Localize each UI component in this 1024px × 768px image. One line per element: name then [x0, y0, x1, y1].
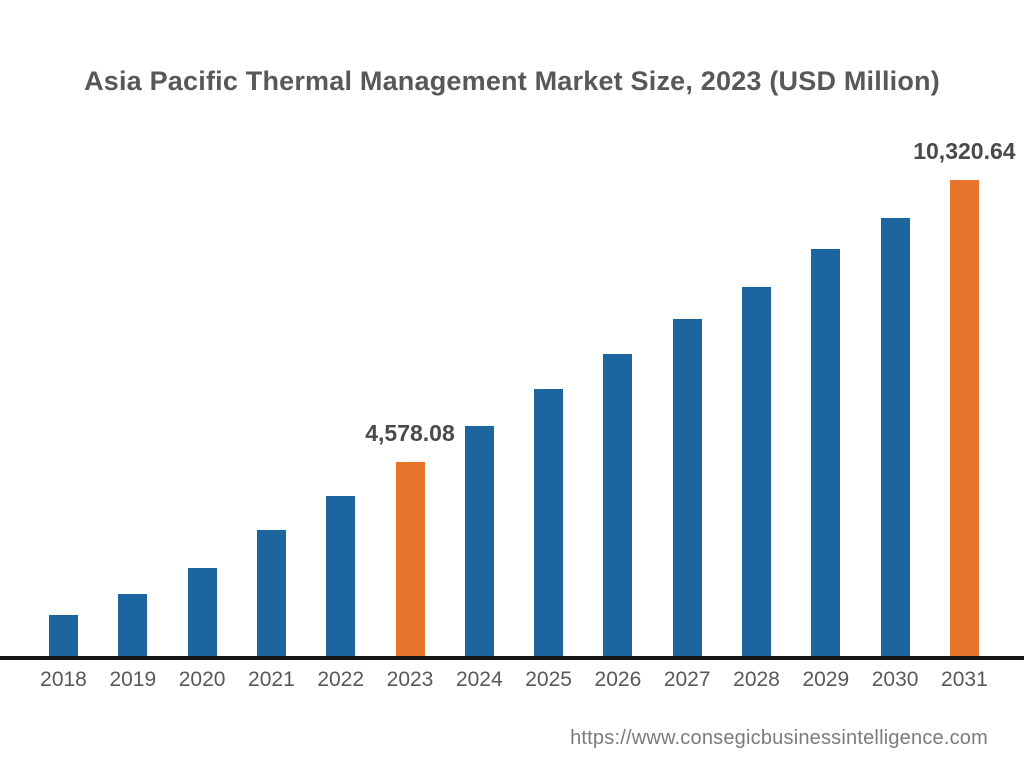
bar-2024 [464, 426, 494, 656]
x-tick-label-2029: 2029 [802, 668, 850, 691]
bar-2020 [187, 568, 217, 656]
value-label-2031: 10,320.64 [913, 138, 1016, 164]
x-tick-label-2031: 2031 [941, 668, 988, 691]
bar-2027 [672, 319, 702, 656]
source-url-text: https://www.consegicbusinessintelligence… [570, 727, 988, 749]
bar-2028 [742, 287, 771, 656]
bar-2018 [49, 615, 78, 656]
x-tick-label-2027: 2027 [663, 668, 711, 691]
x-tick-label-2026: 2026 [594, 668, 642, 691]
x-tick-label-2018: 2018 [40, 668, 87, 691]
bar-2025 [534, 389, 564, 656]
bar-2029 [811, 249, 841, 656]
x-tick-label-2020: 2020 [178, 668, 226, 691]
x-tick-label-2025: 2025 [525, 668, 572, 691]
value-label-2023: 4,578.08 [365, 420, 455, 446]
x-tick-label-2019: 2019 [109, 668, 157, 691]
chart-title: Asia Pacific Thermal Management Market S… [84, 66, 940, 96]
bar-2026 [603, 354, 633, 656]
x-tick-label-2022: 2022 [317, 668, 365, 691]
x-tick-label-2023: 2023 [386, 668, 434, 691]
bar-2021 [256, 530, 286, 656]
x-tick-label-2024: 2024 [455, 668, 503, 691]
bar-2031 [949, 180, 979, 656]
bar-2030 [880, 218, 910, 656]
x-tick-label-2021: 2021 [248, 668, 295, 691]
bar-2019 [118, 594, 148, 656]
x-tick-label-2030: 2030 [871, 668, 919, 691]
bar-2023 [395, 462, 425, 656]
x-tick-label-2028: 2028 [733, 668, 780, 691]
x-axis-line [0, 656, 1024, 660]
bar-2022 [326, 496, 356, 656]
